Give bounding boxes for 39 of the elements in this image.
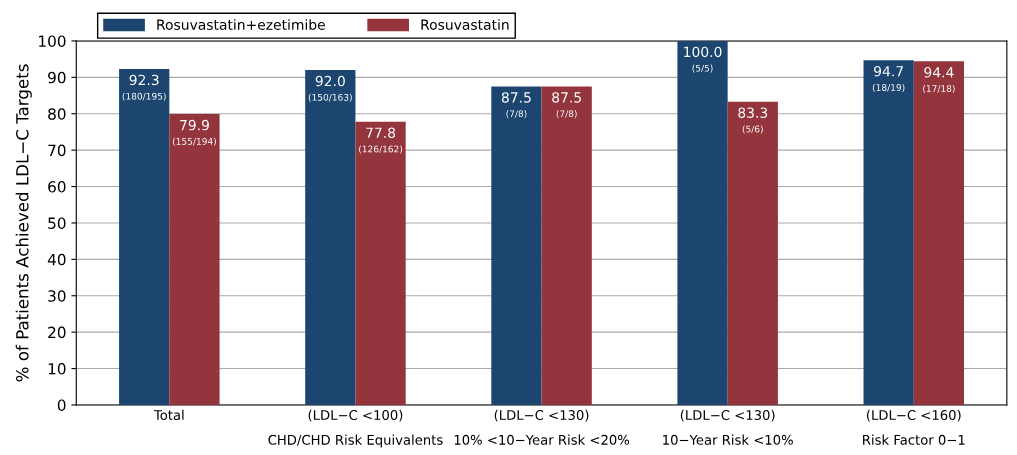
y-tick-label: 90 bbox=[48, 71, 66, 84]
x-tick-label: (LDL−C <160) Risk Factor 0−1 bbox=[863, 409, 965, 445]
bar bbox=[491, 86, 542, 405]
bar bbox=[727, 101, 778, 405]
bar bbox=[355, 121, 406, 405]
y-tick-label: 60 bbox=[48, 181, 66, 193]
bar bbox=[913, 61, 965, 405]
bar bbox=[169, 114, 220, 405]
y-axis-title: % of Patients Achieved LDL−C Targets bbox=[15, 64, 32, 382]
x-tick-label: (LDL−C <100) CHD/CHD Risk Equivalents bbox=[268, 409, 443, 448]
y-tick-label: 30 bbox=[48, 290, 66, 302]
legend-label: Rosuvastatin bbox=[421, 19, 509, 30]
y-tick-label: 70 bbox=[48, 144, 66, 157]
x-tick-label: (LDL−C <130) 10−Year Risk <10% bbox=[663, 409, 793, 445]
bar bbox=[863, 60, 914, 405]
data-label: 87.5 (7/8) bbox=[501, 92, 531, 119]
y-tick-label: 10 bbox=[48, 363, 66, 375]
x-tick-label: (LDL−C <130) 10% <10−Year Risk <20% bbox=[454, 409, 630, 445]
data-label: 94.4 (17/18) bbox=[923, 67, 955, 94]
bar bbox=[541, 86, 592, 405]
data-label: 79.9 (155/194) bbox=[172, 119, 216, 146]
y-tick-label: 50 bbox=[48, 217, 66, 229]
y-tick-label: 100 bbox=[39, 35, 66, 47]
data-label: 100.0 (5/5) bbox=[684, 46, 722, 73]
bar bbox=[305, 70, 356, 405]
data-label: 92.3 (180/195) bbox=[122, 74, 166, 101]
y-tick-label: 20 bbox=[48, 326, 66, 339]
y-tick-label: 80 bbox=[48, 108, 66, 120]
bar bbox=[119, 68, 170, 405]
data-label: 83.3 (5/6) bbox=[738, 107, 768, 134]
bar bbox=[677, 40, 728, 405]
data-label: 94.7 (18/19) bbox=[872, 65, 905, 92]
legend-label: Rosuvastatin+ezetimibe bbox=[157, 19, 325, 30]
data-label: 87.5 (7/8) bbox=[552, 92, 581, 119]
data-label: 92.0 (150/163) bbox=[308, 75, 352, 102]
x-tick-label: Total bbox=[153, 409, 184, 421]
y-tick-label: 40 bbox=[47, 253, 66, 266]
data-label: 77.8 (126/162) bbox=[359, 127, 403, 154]
y-tick-label: 0 bbox=[57, 399, 66, 411]
